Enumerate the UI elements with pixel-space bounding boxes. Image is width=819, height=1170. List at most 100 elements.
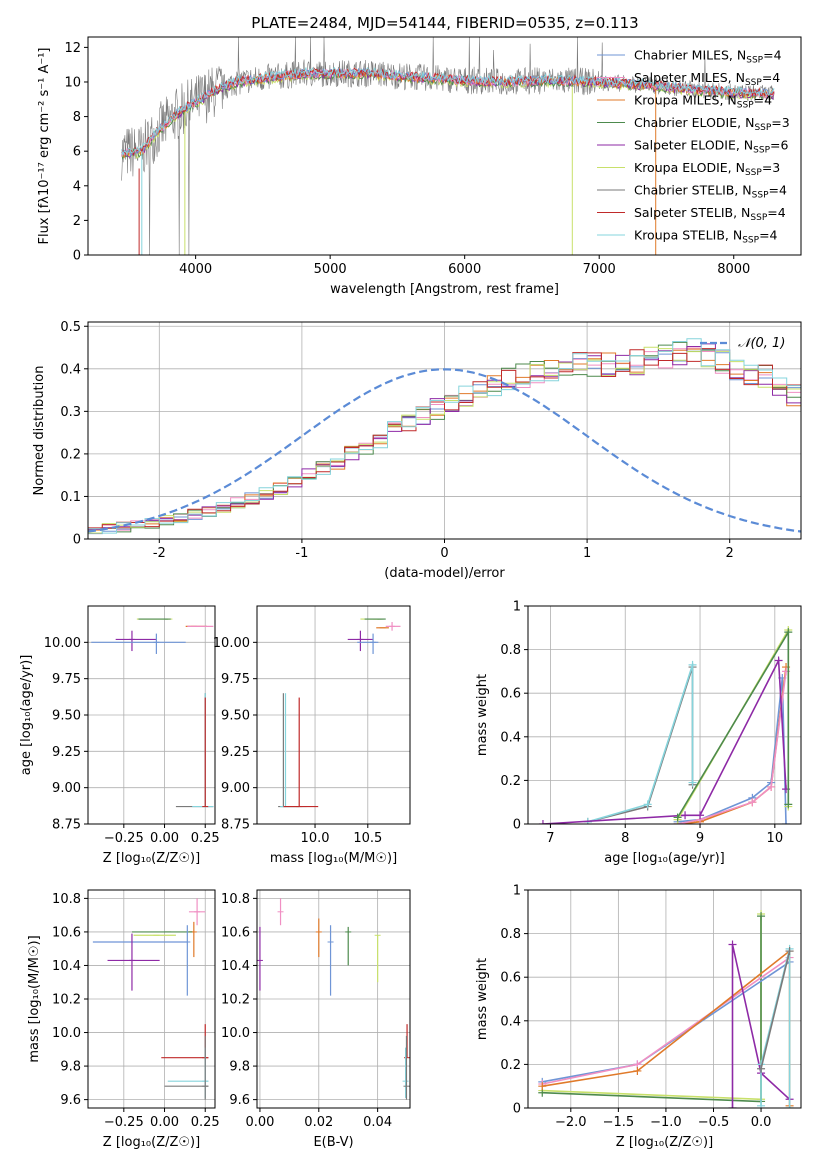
x-axis-label: mass [log₁₀(M/M☉)] [270, 851, 397, 866]
x-tick-label: 2 [726, 546, 734, 561]
histogram-step-line [88, 348, 801, 535]
y-axis-label: Flux [fλ10⁻¹⁷ erg cm⁻² s⁻¹ A⁻¹] [37, 48, 52, 245]
x-tick-label: 0 [440, 546, 448, 561]
panel-age_vs_Z: −0.25 0.00 0.25 8.75 9.00 9.25 9.50 9.75 10.00 Z … [19, 605, 220, 866]
errorbar-point [315, 918, 322, 958]
legend-label: Salpeter MILES, NSSP=4 [634, 70, 780, 88]
plot-area [91, 618, 214, 808]
x-tick-label: −0.25 [104, 1115, 144, 1130]
x-axis-label: Z [log₁₀(Z/Z☉)] [616, 1135, 713, 1150]
y-tick-label: 10.4 [52, 959, 81, 974]
y-tick-label: 9.50 [52, 709, 81, 724]
panel-residual_hist: -2 -1 0 1 2 0 0.1 0.2 0.3 0.4 0.5 (data-model)/erro… [32, 320, 802, 581]
y-tick-label: 1 [513, 600, 521, 615]
weight-marker [782, 820, 791, 824]
y-tick-label: 9.8 [60, 1060, 81, 1075]
y-tick-label: 0.4 [500, 730, 521, 745]
y-tick-label: 9.75 [221, 672, 250, 687]
y-tick-label: 10.6 [221, 925, 250, 940]
y-tick-label: 2 [73, 214, 81, 229]
errorbar-point [402, 1047, 409, 1098]
x-tick-label: 0.00 [245, 1115, 274, 1130]
panel-weight_vs_Z: −2.0 −1.5 −1.0 −0.5 0.0 0 0.2 0.4 0.6 0.8 1 Z [log₁… [475, 884, 802, 1150]
y-tick-label: 0.1 [60, 490, 81, 505]
weight-marker [681, 811, 690, 820]
y-tick-label: 0.3 [60, 405, 81, 420]
weight-marker [757, 1101, 766, 1108]
histogram-step-line [88, 338, 801, 534]
histogram-step-line [88, 348, 801, 529]
x-tick-label: 10.0 [301, 831, 330, 846]
x-tick-label: 0.00 [150, 831, 179, 846]
axes-frame [527, 889, 802, 1109]
x-axis-label: (data-model)/error [384, 566, 505, 581]
plot-area [257, 898, 410, 1100]
y-tick-label: 0.2 [60, 447, 81, 462]
errorbar-point [202, 697, 209, 808]
y-tick-label: 0.8 [500, 643, 521, 658]
y-tick-label: 9.75 [52, 672, 81, 687]
y-tick-label: 4 [73, 179, 81, 194]
weight-marker [748, 798, 757, 807]
y-tick-label: 10.0 [221, 1026, 250, 1041]
weight-marker [673, 813, 682, 822]
errorbar-point [347, 630, 374, 652]
x-axis-label: E(B-V) [313, 1135, 353, 1150]
x-tick-label: 9 [696, 831, 704, 846]
weight-marker [538, 1082, 547, 1091]
x-tick-label: 1 [583, 546, 591, 561]
weight-marker [696, 811, 705, 820]
weight-marker [728, 1104, 737, 1108]
weight-line [542, 916, 762, 1103]
spectrum-legend: Chabrier MILES, NSSP=4 Salpeter MILES, NS… [597, 48, 790, 246]
y-axis-label: age [log₁₀(age/yr)] [19, 655, 34, 776]
panel-age_vs_mass: 10.0 10.5 8.75 9.00 9.25 9.50 9.75 10.00 mass [l… [213, 605, 411, 866]
y-tick-label: 10 [64, 75, 81, 90]
y-tick-label: 9.6 [229, 1093, 250, 1108]
x-tick-label: 0.04 [363, 1115, 392, 1130]
weight-line [542, 914, 762, 1101]
normal-curve [88, 368, 801, 533]
y-tick-label: 0.4 [500, 1014, 521, 1029]
y-tick-label: 9.8 [229, 1060, 250, 1075]
errorbar-point [280, 693, 307, 808]
x-tick-label: −1.5 [603, 1115, 635, 1130]
errorbar-point [188, 898, 206, 926]
errorbar-point [192, 693, 214, 808]
panel-mass_vs_EBV: 0.00 0.02 0.04 9.6 9.8 10.0 10.2 10.4 10.6 10.8 E(… [221, 889, 411, 1150]
x-tick-label: 7000 [583, 262, 616, 277]
axes-frame [87, 889, 216, 1109]
errorbar-point [92, 925, 191, 996]
histogram-step-line [88, 347, 801, 531]
histogram-step-line [88, 348, 801, 531]
panel-mass_vs_Z: −0.25 0.00 0.25 9.6 9.8 10.0 10.2 10.4 10.6 10.8 Z… [27, 889, 220, 1150]
x-tick-label: −2.0 [555, 1115, 587, 1130]
x-tick-label: 5000 [314, 262, 347, 277]
x-axis-label: wavelength [Angstrom, rest frame] [330, 282, 559, 297]
histogram-step-line [88, 341, 801, 533]
weight-marker [767, 782, 776, 791]
histogram-step-line [88, 346, 801, 534]
y-tick-label: 0.2 [500, 1058, 521, 1073]
y-tick-label: 0.4 [60, 362, 81, 377]
weight-marker [784, 628, 793, 637]
weight-marker [633, 1066, 642, 1075]
panel-spectrum: 4000 5000 6000 7000 8000 0 2 4 6 8 10 12 wavelength … [37, 36, 802, 297]
weight-line [677, 671, 787, 824]
weight-marker [785, 947, 794, 956]
errorbar-point [188, 921, 197, 958]
legend-label: Kroupa STELIB, NSSP=4 [634, 228, 778, 246]
panel-weight_vs_age: 7 8 9 10 0 0.2 0.4 0.6 0.8 1 age [log₁₀(age/yr)] ma… [475, 600, 802, 866]
legend-label: Kroupa MILES, NSSP=4 [634, 93, 772, 111]
weight-marker [538, 820, 547, 824]
y-tick-label: 9.50 [221, 709, 250, 724]
weight-line [760, 948, 791, 1108]
y-tick-label: 0 [73, 249, 81, 264]
axes-frame [87, 36, 802, 256]
errorbar-point [283, 697, 319, 808]
axes-frame [87, 605, 216, 825]
y-tick-label: 10.0 [52, 1026, 81, 1041]
plot-area [92, 898, 209, 1100]
weight-line [587, 666, 694, 823]
weight-marker [784, 800, 793, 809]
